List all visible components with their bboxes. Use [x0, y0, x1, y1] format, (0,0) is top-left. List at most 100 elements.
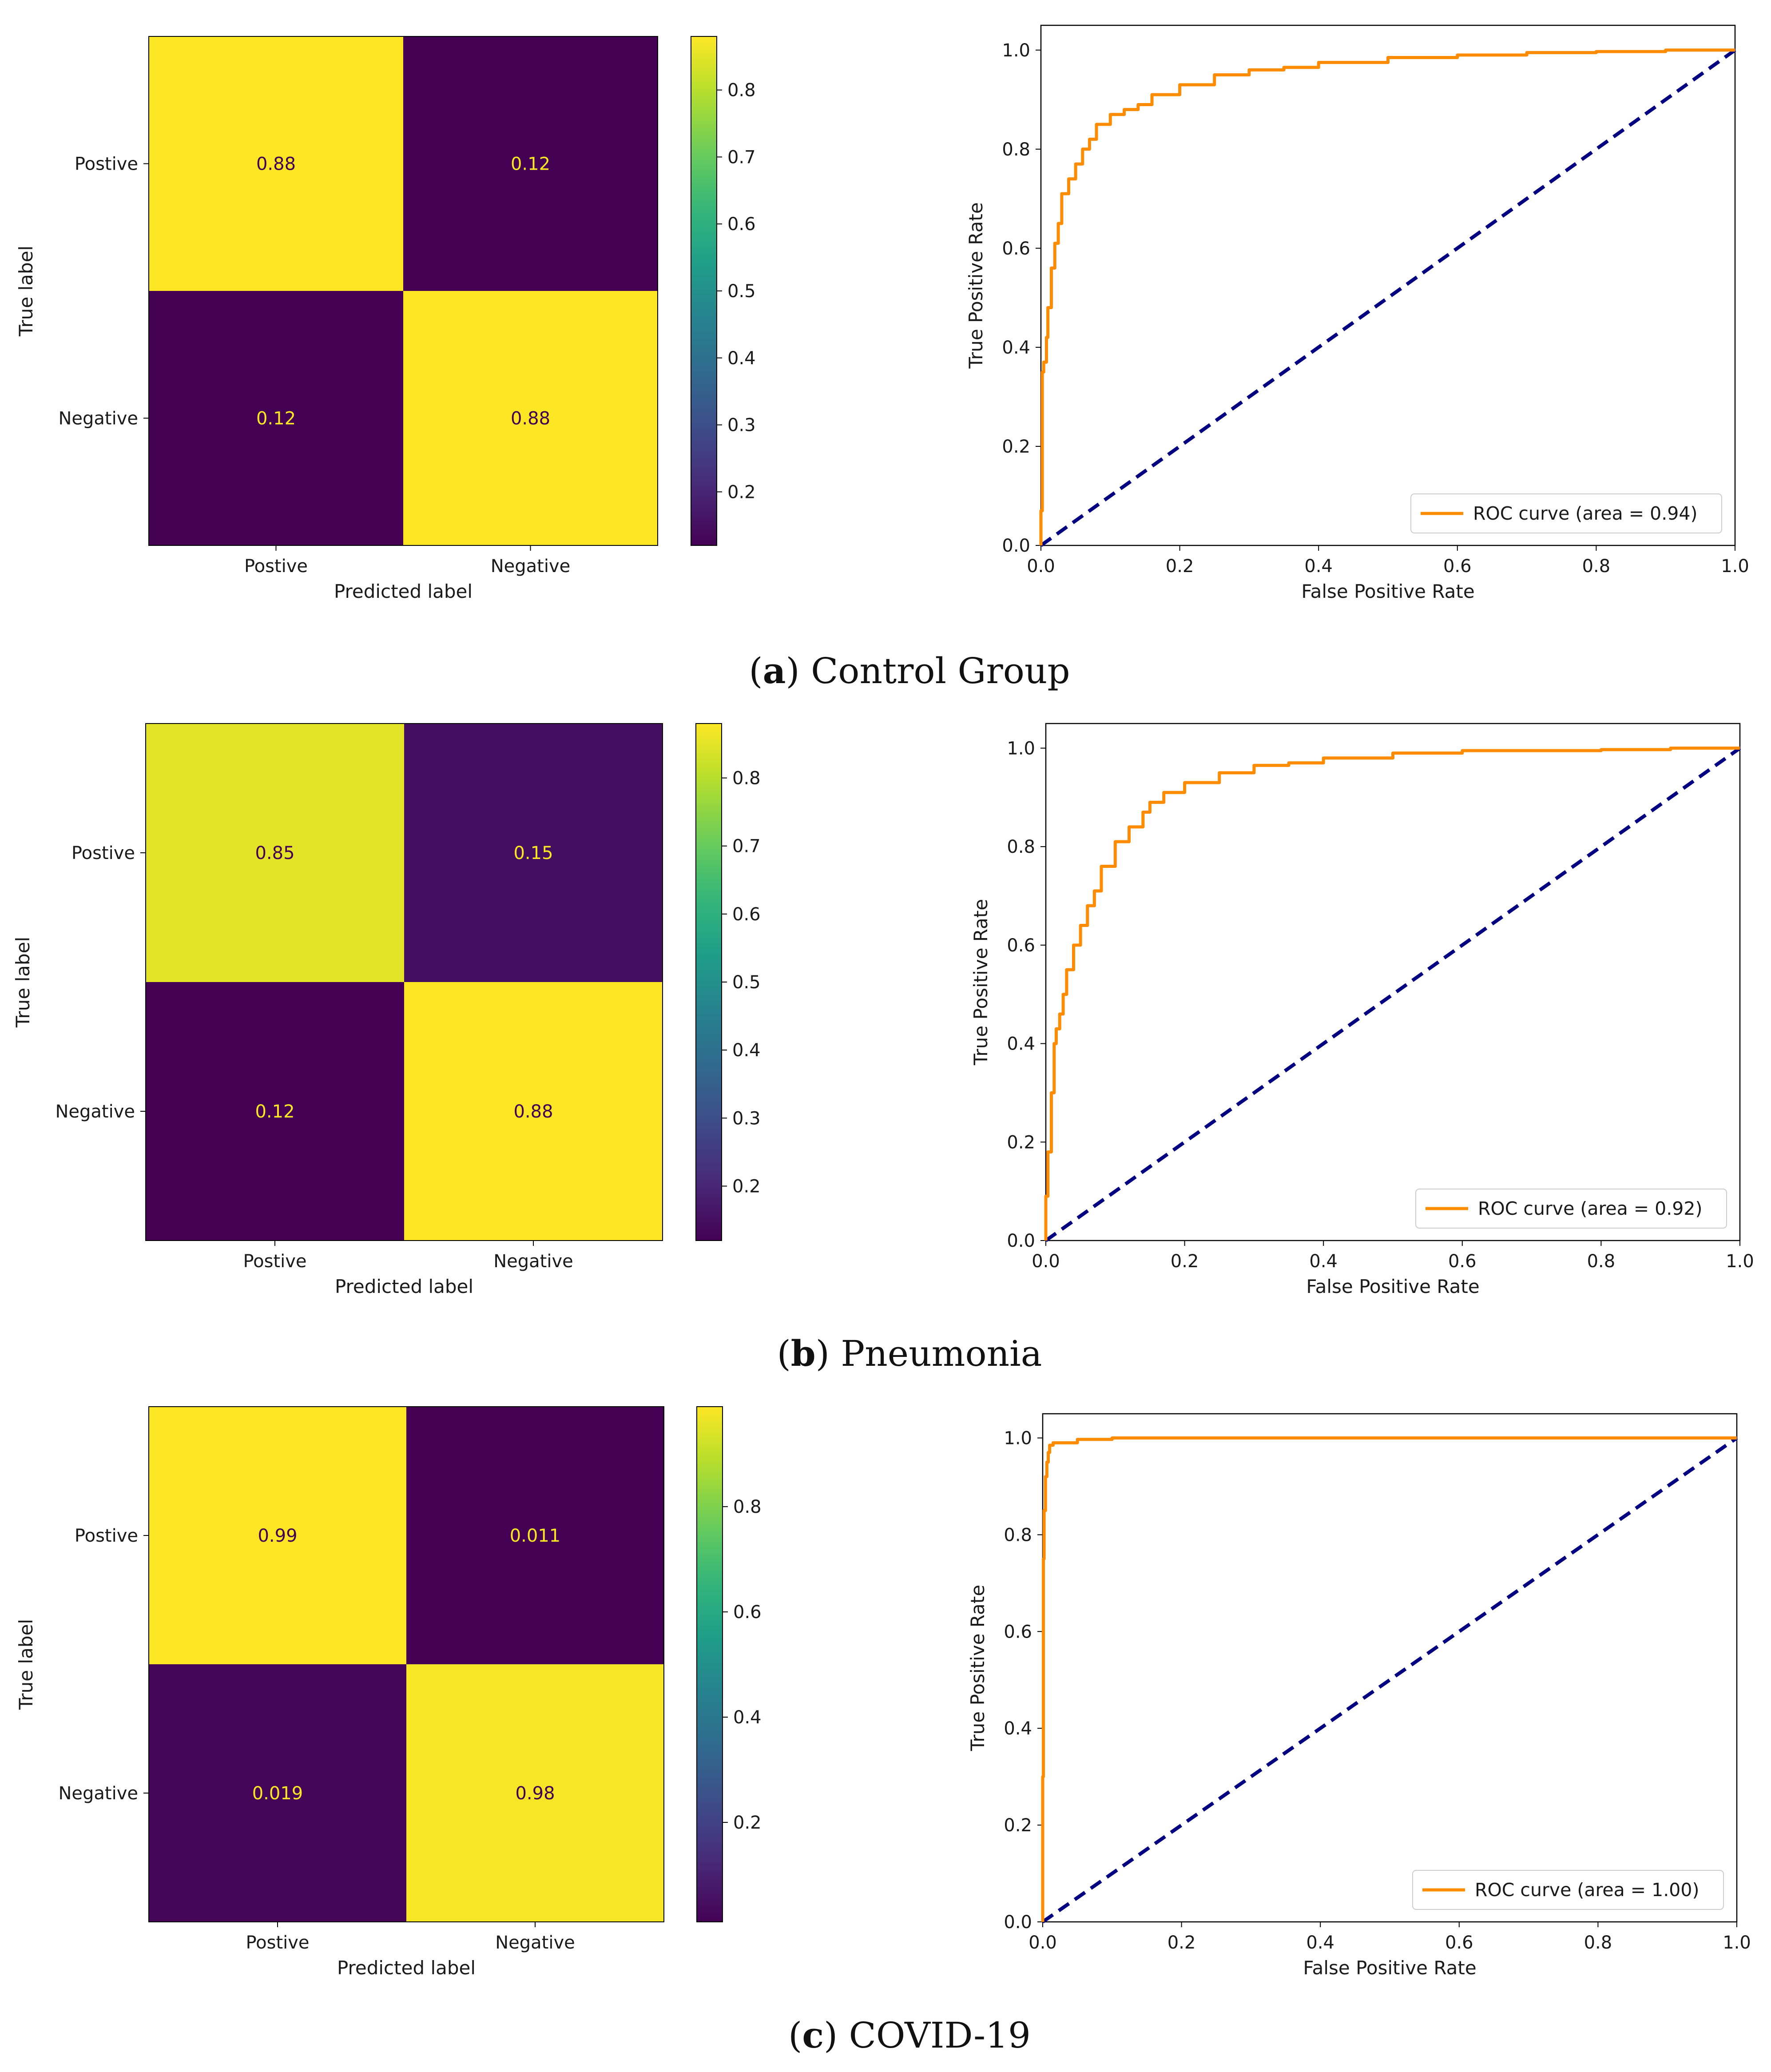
y-tick-label: 0.6	[1004, 1622, 1032, 1642]
colorbar-tick-label: 0.4	[727, 348, 756, 369]
y-tick-label: 0.8	[1007, 837, 1035, 857]
matrix-cell	[403, 291, 658, 545]
x-tick-label: Postive	[243, 1251, 306, 1272]
colorbar	[696, 1406, 723, 1922]
legend-label: ROC curve (area = 0.92)	[1478, 1198, 1702, 1219]
svg-text:(c) COVID-19: (c) COVID-19	[788, 2014, 1031, 2056]
y-tick-label: 0.4	[1004, 1718, 1032, 1739]
x-tick-label: 1.0	[1726, 1251, 1754, 1272]
x-tick-label: 0.8	[1587, 1251, 1616, 1272]
x-tick-label: Postive	[244, 556, 308, 577]
y-axis-label: True Positive Rate	[970, 899, 992, 1066]
plot-frame	[1040, 24, 1736, 546]
colorbar-tick-label: 0.2	[732, 1176, 761, 1197]
x-tick-label: 0.8	[1582, 556, 1611, 577]
x-tick-label: 0.4	[1309, 1251, 1338, 1272]
colorbar-tick-label: 0.6	[733, 1602, 762, 1623]
y-tick-label: Postive	[75, 154, 138, 175]
matrix-cell	[146, 982, 404, 1241]
confusion-matrix-a: 0.88 0.12 0.12 0.88 Postive Negative Postive Ne…	[15, 36, 756, 602]
matrix-frame	[148, 36, 658, 546]
cell-value-label: 0.019	[252, 1783, 303, 1804]
colorbar-tick-label: 0.2	[727, 482, 756, 502]
legend-box	[1410, 493, 1722, 533]
matrix-cell	[406, 1664, 664, 1922]
colorbar-tick-label: 0.7	[727, 147, 756, 167]
x-axis-label: False Positive Rate	[1303, 1957, 1476, 1979]
cell-value-label: 0.99	[258, 1526, 297, 1546]
x-tick-label: 0.8	[1584, 1933, 1612, 1953]
roc-curve-line	[1041, 1436, 1737, 1922]
roc-plot-b: 0.0 0.2 0.4 0.6 0.8 1.0 0.0 0.2 0.4 0.6 0.8 1.0 Fals…	[970, 723, 1754, 1297]
x-tick-label: 0.4	[1304, 556, 1333, 577]
x-axis-label: Predicted label	[334, 581, 473, 602]
y-tick-label: 1.0	[1007, 738, 1035, 759]
y-tick-label: 1.0	[1002, 40, 1030, 61]
legend: ROC curve (area = 1.00)	[1412, 1870, 1724, 1910]
y-tick-label: Postive	[71, 843, 135, 863]
colorbar-tick-label: 0.5	[727, 281, 756, 302]
matrix-cell	[404, 724, 663, 982]
legend: ROC curve (area = 0.92)	[1415, 1189, 1727, 1229]
colorbar-tick-label: 0.4	[732, 1040, 761, 1061]
cell-value-label: 0.12	[256, 409, 296, 429]
y-tick-label: Negative	[55, 1102, 135, 1122]
chance-diagonal-line	[1040, 48, 1736, 547]
colorbar-tick-label: 0.6	[727, 214, 756, 235]
x-tick-label: Negative	[491, 556, 571, 577]
legend-label: ROC curve (area = 1.00)	[1475, 1879, 1699, 1901]
legend-label: ROC curve (area = 0.94)	[1473, 503, 1697, 524]
cell-value-label: 0.88	[256, 154, 296, 175]
cell-value-label: 0.88	[511, 409, 550, 429]
matrix-frame	[148, 1406, 664, 1922]
cell-value-label: 0.011	[510, 1526, 561, 1546]
plot-frame	[1042, 1413, 1738, 1923]
x-tick-label: 0.0	[1032, 1251, 1060, 1272]
y-tick-label: 0.2	[1004, 1815, 1032, 1836]
x-tick-label: 0.6	[1448, 1251, 1477, 1272]
x-axis-label: False Positive Rate	[1301, 581, 1474, 602]
colorbar-tick-label: 0.8	[727, 80, 756, 101]
x-tick-label: 0.4	[1306, 1933, 1334, 1953]
matrix-cell	[149, 1407, 406, 1664]
y-tick-label: Negative	[58, 1783, 138, 1804]
y-tick-label: 0.0	[1002, 536, 1030, 556]
colorbar-tick-label: 0.8	[733, 1497, 762, 1517]
colorbar-tick-label: 0.7	[732, 836, 761, 857]
x-tick-label: 1.0	[1723, 1933, 1751, 1953]
matrix-cell	[149, 36, 403, 291]
x-axis-label: Predicted label	[337, 1957, 476, 1979]
roc-plot-c: 0.0 0.2 0.4 0.6 0.8 1.0 0.0 0.2 0.4 0.6 0.8 1.0 Fals…	[967, 1413, 1751, 1979]
matrix-cell	[404, 982, 663, 1241]
x-axis-label: False Positive Rate	[1306, 1276, 1479, 1297]
y-tick-label: 0.2	[1002, 437, 1030, 457]
colorbar	[691, 36, 717, 546]
matrix-cell	[149, 291, 403, 545]
confusion-matrix-b: 0.85 0.15 0.12 0.88 Postive Negative Postive Ne…	[12, 723, 761, 1297]
y-axis-label: True Positive Rate	[967, 1585, 989, 1751]
plot-frame	[1045, 723, 1741, 1241]
y-tick-label: 0.6	[1007, 935, 1035, 956]
x-tick-label: 0.6	[1445, 1933, 1473, 1953]
y-tick-label: 0.6	[1002, 239, 1030, 259]
confusion-matrix-c: 0.99 0.011 0.019 0.98 Postive Negative Postive…	[15, 1406, 762, 1979]
x-tick-label: 0.2	[1171, 1251, 1199, 1272]
svg-text:(b) Pneumonia: (b) Pneumonia	[777, 1332, 1042, 1374]
y-tick-label: Negative	[58, 409, 138, 429]
cell-value-label: 0.98	[515, 1783, 555, 1804]
caption-control-group: (a) Control Group	[749, 650, 1070, 692]
matrix-cell	[149, 1664, 406, 1922]
matrix-cell	[403, 36, 658, 291]
colorbar-tick-label: 0.4	[733, 1707, 762, 1728]
cell-value-label: 0.85	[255, 843, 294, 863]
colorbar	[695, 723, 722, 1241]
x-axis-label: Predicted label	[335, 1276, 473, 1297]
y-axis-label: True label	[15, 1619, 37, 1710]
x-tick-label: 1.0	[1721, 556, 1749, 577]
colorbar-tick-label: 0.5	[732, 972, 761, 993]
y-axis-label: True label	[12, 937, 34, 1028]
y-tick-label: Postive	[75, 1526, 138, 1546]
y-tick-label: 1.0	[1004, 1428, 1032, 1448]
cell-value-label: 0.12	[511, 154, 550, 175]
